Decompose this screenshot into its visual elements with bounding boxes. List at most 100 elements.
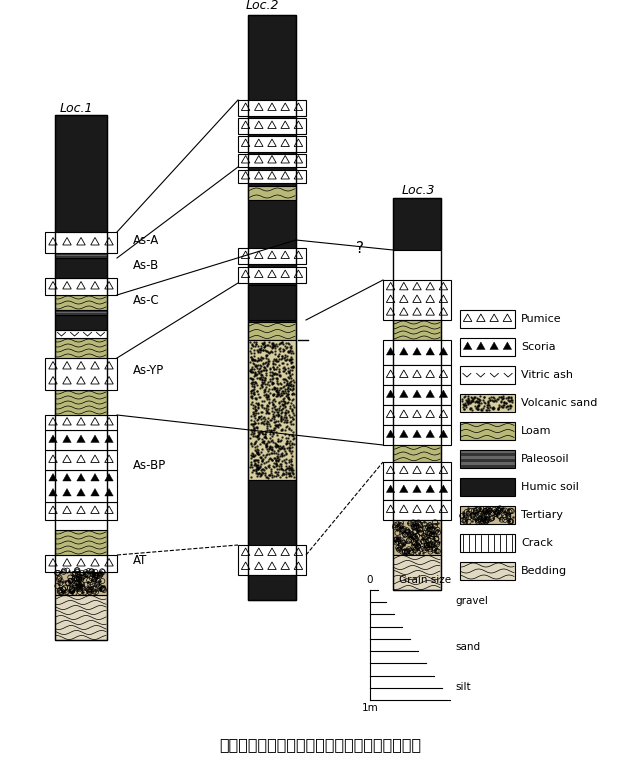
Bar <box>238 170 306 183</box>
Bar <box>55 390 107 415</box>
Polygon shape <box>49 474 57 481</box>
Polygon shape <box>63 435 71 442</box>
Bar <box>55 258 107 278</box>
Polygon shape <box>63 474 71 481</box>
Text: ?: ? <box>356 240 364 256</box>
Text: Loc.3: Loc.3 <box>402 184 435 197</box>
Bar <box>55 330 107 338</box>
Text: As-BP: As-BP <box>133 458 166 471</box>
Bar <box>56 256 106 258</box>
Bar <box>383 280 451 320</box>
Bar <box>393 520 441 555</box>
Bar <box>238 136 306 152</box>
Polygon shape <box>77 489 85 496</box>
Bar <box>55 530 107 555</box>
Bar <box>393 198 441 590</box>
Polygon shape <box>439 485 447 493</box>
Text: Volcanic sand: Volcanic sand <box>521 398 597 408</box>
Bar <box>238 118 306 134</box>
Polygon shape <box>104 435 113 442</box>
Polygon shape <box>91 489 99 496</box>
Polygon shape <box>63 489 71 496</box>
Bar <box>248 285 296 320</box>
Bar <box>383 462 451 480</box>
Polygon shape <box>439 390 447 398</box>
Polygon shape <box>399 347 408 355</box>
Polygon shape <box>463 342 472 350</box>
Bar <box>248 575 296 600</box>
Text: Pumice: Pumice <box>521 314 562 324</box>
Bar <box>55 115 107 232</box>
Polygon shape <box>104 474 113 481</box>
Bar <box>460 459 515 462</box>
Text: Tertiary: Tertiary <box>521 510 563 520</box>
Bar <box>383 500 451 520</box>
Bar <box>460 450 515 468</box>
Text: Scoria: Scoria <box>521 342 556 352</box>
Text: AT: AT <box>133 554 147 567</box>
Text: Vitric ash: Vitric ash <box>521 370 573 380</box>
Bar <box>248 15 296 600</box>
Text: Grain size: Grain size <box>399 575 451 585</box>
Bar <box>383 405 451 425</box>
Bar <box>45 415 117 430</box>
Text: As-YP: As-YP <box>133 363 164 376</box>
Bar <box>45 470 117 502</box>
Text: 1m: 1m <box>362 703 378 713</box>
Bar <box>393 445 441 462</box>
Bar <box>460 506 515 524</box>
Bar <box>238 100 306 116</box>
Bar <box>460 422 515 440</box>
Text: sand: sand <box>455 642 480 653</box>
Bar <box>383 340 451 365</box>
Bar <box>460 465 515 468</box>
Bar <box>55 338 107 358</box>
Bar <box>393 198 441 250</box>
Polygon shape <box>387 390 395 398</box>
Text: Loc.1: Loc.1 <box>60 102 94 115</box>
Bar <box>460 478 515 496</box>
Bar <box>55 115 107 640</box>
Text: Loc.2: Loc.2 <box>246 0 279 11</box>
Bar <box>45 450 117 470</box>
Bar <box>55 568 107 595</box>
Text: Humic soil: Humic soil <box>521 482 579 492</box>
Polygon shape <box>413 430 421 438</box>
Polygon shape <box>387 347 395 355</box>
Text: As-A: As-A <box>133 233 159 246</box>
Polygon shape <box>477 342 485 350</box>
Text: 0: 0 <box>367 575 373 585</box>
Bar <box>55 595 107 640</box>
Polygon shape <box>91 474 99 481</box>
Polygon shape <box>503 342 512 350</box>
Polygon shape <box>426 485 435 493</box>
Polygon shape <box>426 347 435 355</box>
Bar <box>383 365 451 385</box>
Bar <box>248 322 296 340</box>
Bar <box>460 366 515 384</box>
Bar <box>238 545 306 575</box>
Polygon shape <box>387 430 395 438</box>
Bar <box>383 385 451 405</box>
Bar <box>55 253 107 258</box>
Text: Loam: Loam <box>521 426 551 436</box>
Polygon shape <box>49 489 57 496</box>
Text: silt: silt <box>455 682 470 692</box>
Polygon shape <box>91 435 99 442</box>
Bar <box>460 338 515 356</box>
Bar <box>56 314 106 315</box>
Polygon shape <box>439 347 447 355</box>
Bar <box>460 310 515 328</box>
Bar <box>393 320 441 340</box>
Text: Bedding: Bedding <box>521 566 567 576</box>
Bar <box>460 453 515 456</box>
Bar <box>56 310 106 311</box>
Text: As-B: As-B <box>133 259 159 272</box>
Bar <box>45 430 117 450</box>
Polygon shape <box>77 474 85 481</box>
Bar <box>45 358 117 390</box>
Polygon shape <box>426 430 435 438</box>
Polygon shape <box>399 430 408 438</box>
Bar <box>238 154 306 167</box>
Text: As-C: As-C <box>133 294 160 307</box>
